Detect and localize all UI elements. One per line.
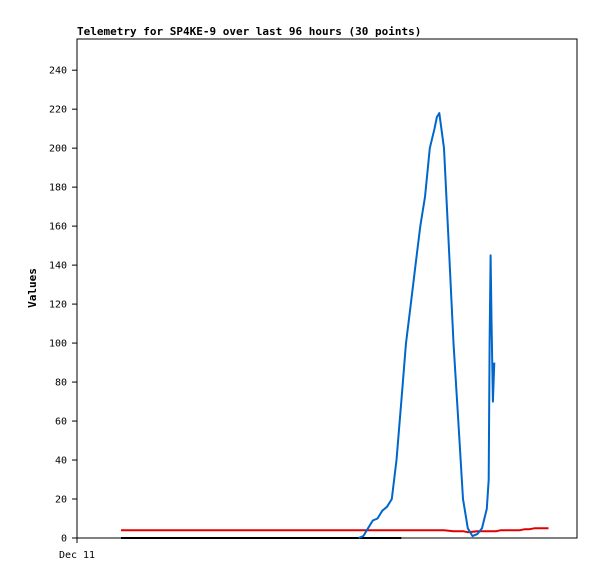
- y-tick-label: 240: [49, 66, 67, 77]
- y-tick-label: 160: [49, 222, 67, 233]
- x-tick-label: Dec 11: [59, 550, 95, 561]
- series-line-3: [358, 112, 496, 539]
- y-axis: 0 20 40 60 80 100 120 140 160 180 200 220 240: [49, 66, 77, 545]
- y-tick-label: 200: [49, 144, 67, 155]
- y-tick-label: 0: [61, 534, 67, 545]
- y-tick-label: 180: [49, 183, 67, 194]
- y-tick-label: 140: [49, 261, 67, 272]
- plot-area-frame: [76, 38, 578, 539]
- series-layer: [121, 112, 549, 539]
- y-tick-label: 80: [55, 378, 67, 389]
- y-tick-label: 40: [55, 456, 67, 467]
- y-tick-label: 20: [55, 495, 67, 506]
- y-tick-label: 60: [55, 417, 67, 428]
- y-axis-label: Values: [26, 268, 39, 308]
- chart-title: Telemetry for SP4KE-9 over last 96 hours…: [77, 25, 421, 38]
- series-line-2: [121, 527, 549, 534]
- y-tick-label: 100: [49, 339, 67, 350]
- y-tick-label: 220: [49, 105, 67, 116]
- x-axis: Dec 11: [59, 538, 95, 561]
- y-tick-label: 120: [49, 300, 67, 311]
